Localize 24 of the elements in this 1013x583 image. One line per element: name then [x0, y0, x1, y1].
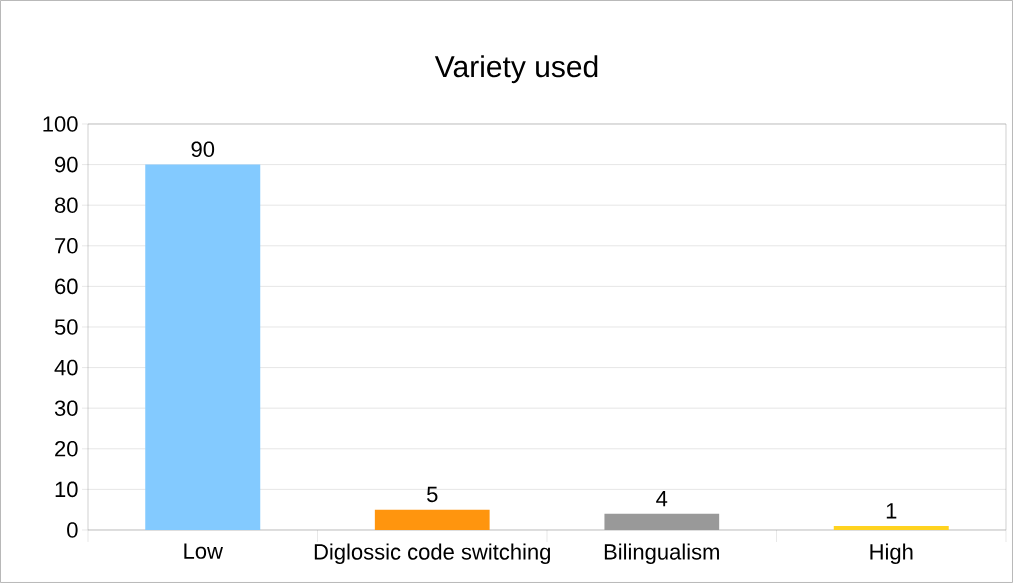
- y-tick-label: 70: [55, 237, 78, 254]
- data-label: 4: [656, 491, 668, 507]
- bar: [833, 525, 949, 530]
- data-label: 1: [886, 503, 897, 519]
- y-tick-label: 40: [54, 359, 78, 376]
- y-tick-label: 100: [43, 116, 78, 132]
- y-tick-label: 50: [54, 319, 78, 335]
- chart-title: Variety used: [434, 55, 598, 84]
- y-tick-label: 90: [55, 156, 78, 173]
- x-tick-label: Bilingualism: [604, 543, 719, 565]
- y-tick-label: 30: [54, 400, 78, 416]
- y-tick-label: 10: [55, 481, 78, 498]
- data-label: 5: [427, 486, 438, 503]
- bar: [374, 509, 490, 530]
- x-tick-label: High: [870, 543, 913, 565]
- y-tick-label: 20: [55, 440, 78, 457]
- x-tick-label: Low: [184, 543, 223, 559]
- y-tick-label: 80: [54, 197, 78, 213]
- x-tick-label: Diglossic code switching: [314, 543, 550, 565]
- y-tick-label: 0: [67, 522, 78, 538]
- y-tick-label: 60: [55, 278, 78, 295]
- bar: [604, 513, 720, 530]
- data-label: 90: [191, 141, 215, 158]
- bar: [145, 164, 261, 530]
